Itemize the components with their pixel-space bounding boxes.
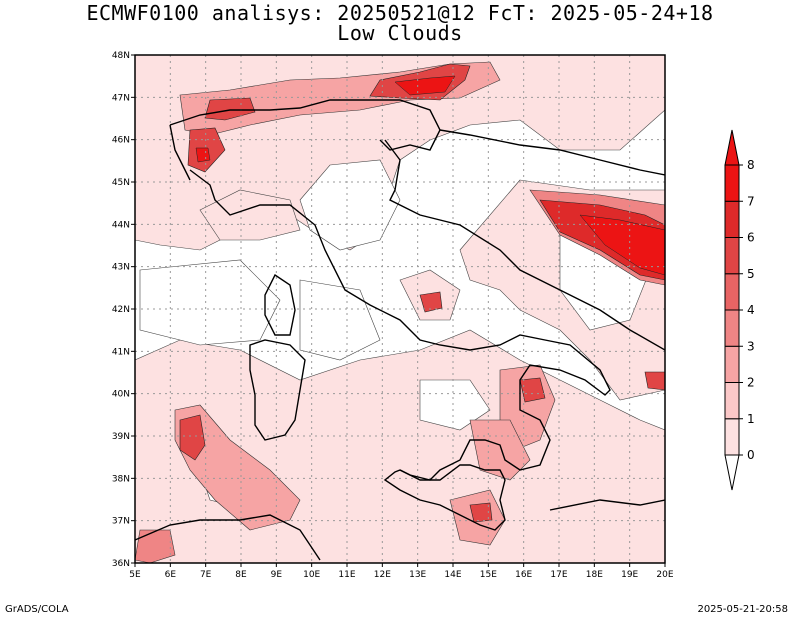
colorbar-segment xyxy=(724,382,740,420)
colorbar-label: 6 xyxy=(747,231,755,245)
colorbar-segment xyxy=(724,237,740,275)
x-tick-label: 6E xyxy=(165,570,177,580)
y-tick-label: 44N xyxy=(112,220,130,230)
title-line-1: ECMWF0100 analisys: 20250521@12 FcT: 202… xyxy=(86,1,714,25)
y-tick-label: 46N xyxy=(112,136,130,146)
colorbar-label: 4 xyxy=(747,303,755,317)
footer-timestamp: 2025-05-21-20:58 xyxy=(697,604,788,615)
coastlines xyxy=(135,99,665,561)
y-tick-label: 36N xyxy=(112,559,130,569)
y-tick-label: 47N xyxy=(112,93,130,103)
colorbar-segment xyxy=(724,309,740,347)
colorbar-segment xyxy=(724,345,740,383)
x-tick-label: 17E xyxy=(550,570,567,580)
x-tick-label: 14E xyxy=(444,570,461,580)
y-tick-label: 41N xyxy=(112,347,130,357)
y-axis: 36N 37N 38N 39N 40N 41N 42N 43N 44N 45N 46N 47N 48N xyxy=(112,51,135,569)
y-tick-label: 40N xyxy=(112,390,130,400)
x-tick-label: 10E xyxy=(303,570,320,580)
y-tick-label: 38N xyxy=(112,474,130,484)
y-tick-label: 43N xyxy=(112,263,130,273)
colorbar-label: 0 xyxy=(747,448,755,462)
colorbar-high-arrow xyxy=(724,129,740,166)
x-axis: 5E 6E 7E 8E 9E 10E 11E 12E 13E 14E 15E 16E 17E 18E 19E… xyxy=(129,563,674,580)
colorbar-label: 3 xyxy=(747,339,755,353)
colorbar-segment xyxy=(724,164,740,202)
colorbar-segment xyxy=(724,273,740,311)
y-tick-label: 48N xyxy=(112,51,130,61)
colorbar-label: 8 xyxy=(747,158,755,172)
x-tick-label: 8E xyxy=(235,570,247,580)
title-line-2: Low Clouds xyxy=(337,21,463,45)
y-tick-label: 37N xyxy=(112,517,130,527)
x-tick-label: 19E xyxy=(621,570,638,580)
x-tick-label: 18E xyxy=(586,570,603,580)
x-tick-label: 15E xyxy=(480,570,497,580)
x-tick-label: 13E xyxy=(409,570,426,580)
colorbar-label: 5 xyxy=(747,267,755,281)
x-tick-label: 9E xyxy=(271,570,283,580)
colorbar-segment xyxy=(724,418,740,456)
colorbar-label: 7 xyxy=(747,194,755,208)
y-tick-label: 45N xyxy=(112,178,130,188)
footer-credit: GrADS/COLA xyxy=(5,604,69,615)
x-tick-label: 12E xyxy=(374,570,391,580)
y-tick-label: 42N xyxy=(112,305,130,315)
colorbar-low-arrow xyxy=(724,454,740,491)
colorbar-segment xyxy=(724,200,740,238)
colorbar-label: 1 xyxy=(747,412,755,426)
x-tick-label: 16E xyxy=(515,570,532,580)
x-tick-label: 11E xyxy=(338,570,355,580)
x-tick-label: 5E xyxy=(129,570,141,580)
x-tick-label: 20E xyxy=(656,570,673,580)
cloud-field xyxy=(135,55,665,563)
colorbar-label: 2 xyxy=(747,376,755,390)
y-tick-label: 39N xyxy=(112,432,130,442)
x-tick-label: 7E xyxy=(200,570,212,580)
colorbar: 0 1 2 3 4 5 6 7 8 xyxy=(724,129,755,491)
map-grid xyxy=(135,55,665,563)
